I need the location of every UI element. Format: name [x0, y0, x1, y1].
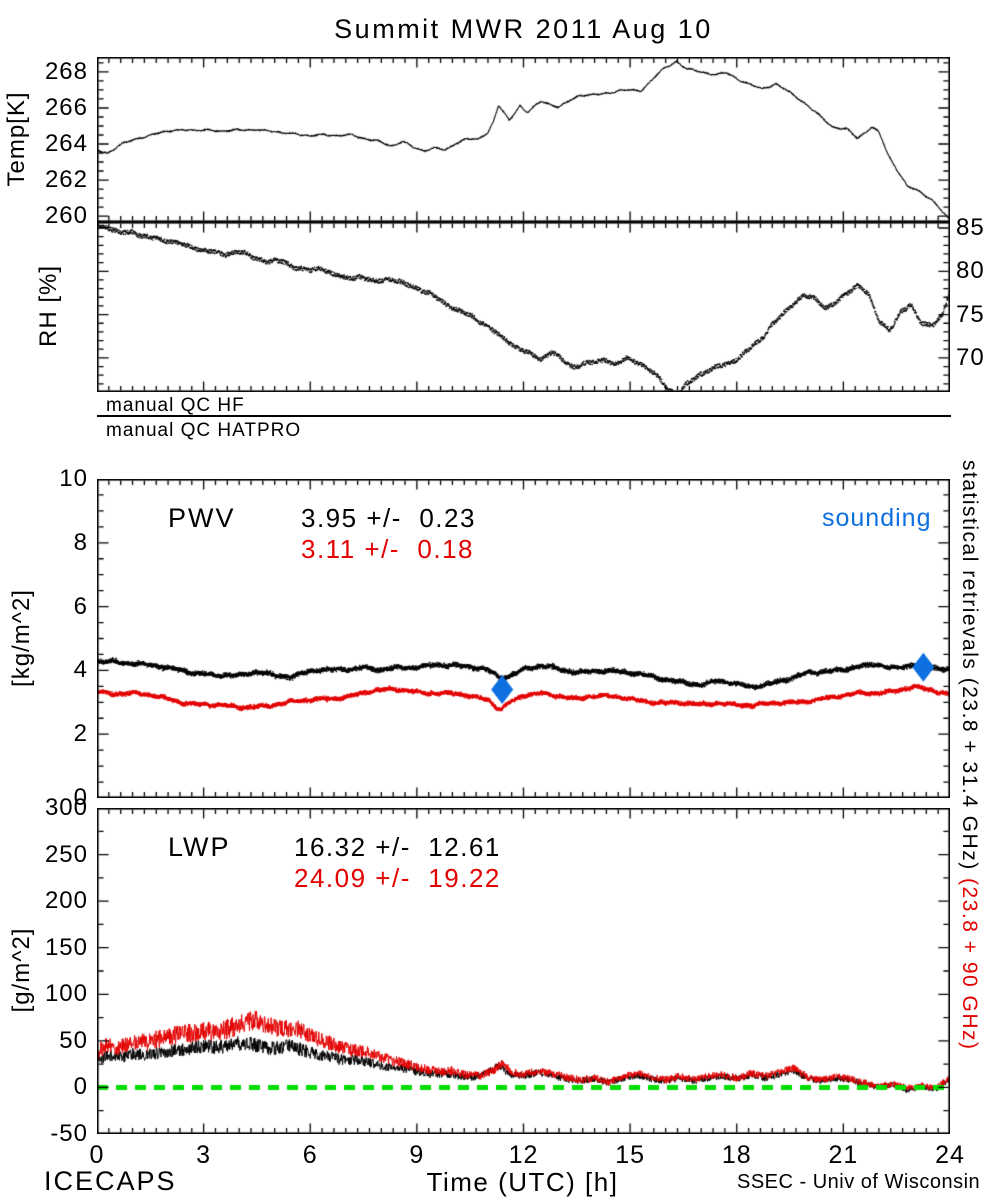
y-tick-label: 100	[44, 980, 88, 1008]
pwv-stats-black: 3.95 +/- 0.23	[301, 503, 476, 533]
rh-plot-canvas	[97, 222, 950, 392]
pwv-stats-red: 3.11 +/- 0.18	[301, 534, 475, 564]
y-tick-label: 250	[44, 840, 88, 868]
y-tick-label: 10	[59, 465, 88, 492]
x-tick-label: 9	[409, 1141, 425, 1169]
y-tick-label: 50	[59, 1026, 88, 1054]
y-tick-label: 260	[44, 202, 88, 230]
credit-text: SSEC - Univ of Wisconsin	[737, 1171, 981, 1193]
right-axis-annotation-red: (23.8 + 90 GHz)	[958, 870, 981, 1051]
y-tick-label: 300	[44, 794, 88, 821]
lwp-stats-red: 24.09 +/- 19.22	[294, 863, 501, 893]
rh-axis-label: RH [%]	[35, 264, 62, 348]
x-tick-label: 12	[508, 1141, 539, 1169]
right-axis-annotation: statistical retrievals (23.8 + 31.4 GHz)…	[954, 460, 984, 1051]
y-tick-label: 0	[73, 1073, 88, 1101]
x-tick-label: 18	[721, 1141, 752, 1169]
y-tick-label: 0	[73, 784, 88, 811]
y-tick-label: 200	[44, 887, 88, 915]
right-axis-annotation-black: statistical retrievals (23.8 + 31.4 GHz)	[958, 460, 981, 871]
lwp-stats-black: 16.32 +/- 12.61	[294, 832, 501, 862]
qc-hatpro-label: manual QC HATPRO	[106, 420, 302, 441]
x-tick-label: 6	[302, 1141, 318, 1169]
y-tick-label: 70	[956, 343, 985, 371]
y-tick-label: 150	[44, 933, 88, 961]
x-tick-label: 0	[89, 1141, 105, 1169]
x-axis-title: Time (UTC) [h]	[426, 1167, 619, 1197]
x-tick-label: 15	[615, 1141, 646, 1169]
sounding-legend-label: sounding	[822, 504, 932, 532]
y-tick-label: 268	[44, 57, 88, 85]
y-tick-label: 266	[44, 93, 88, 121]
lwp-panel-label: LWP	[168, 832, 231, 862]
y-tick-label: 8	[73, 528, 88, 556]
pwv-panel-label: PWV	[168, 503, 236, 533]
y-tick-label: -50	[50, 1120, 88, 1147]
lwp-plot-canvas	[97, 808, 950, 1134]
y-tick-label: 85	[956, 213, 985, 241]
x-tick-label: 3	[196, 1141, 212, 1169]
y-tick-label: 4	[73, 656, 88, 684]
y-tick-label: 75	[956, 300, 985, 328]
x-tick-label: 24	[935, 1141, 965, 1169]
y-tick-label: 80	[956, 257, 985, 285]
qc-hf-label: manual QC HF	[106, 395, 245, 416]
y-tick-label: 2	[73, 720, 88, 748]
y-tick-label: 6	[73, 592, 88, 620]
project-name: ICECAPS	[44, 1166, 177, 1196]
y-tick-label: 262	[44, 166, 88, 194]
chart-title: Summit MWR 2011 Aug 10	[334, 14, 713, 44]
qc-hf-line	[97, 415, 951, 417]
temperature-plot-canvas	[97, 57, 950, 222]
pwv-plot-canvas	[97, 479, 950, 798]
y-tick-label: 264	[44, 130, 88, 157]
x-tick-label: 21	[828, 1141, 859, 1169]
